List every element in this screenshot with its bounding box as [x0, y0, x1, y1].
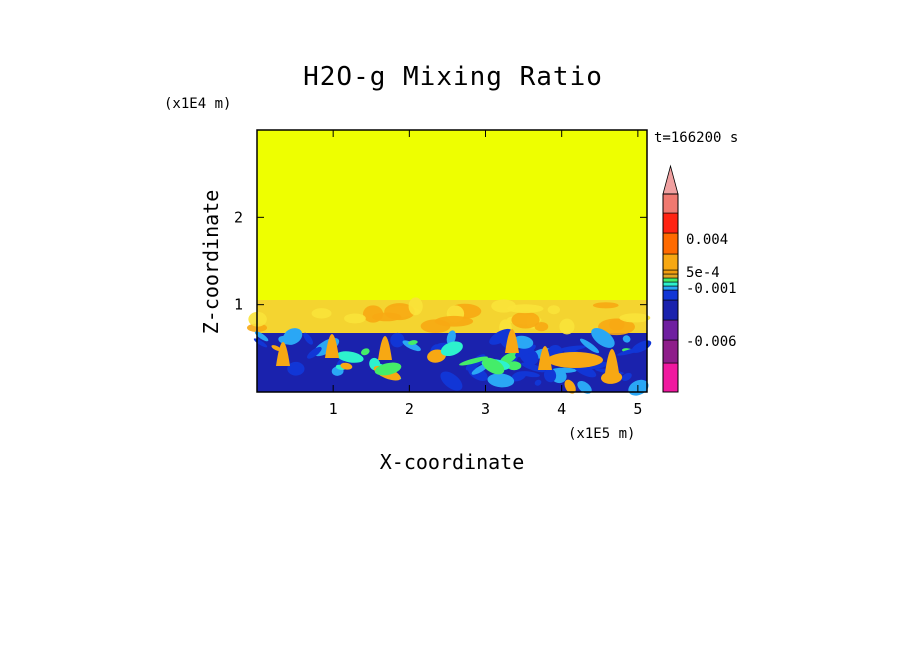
colorbar-band	[662, 273, 679, 279]
lower-blob	[271, 345, 282, 352]
lower-blob	[390, 332, 405, 348]
lower-blob	[340, 362, 353, 370]
plume	[325, 334, 339, 358]
colorbar-label-0: 0.004	[686, 232, 728, 248]
lower-blob	[534, 379, 542, 386]
colorbar-band	[662, 289, 679, 301]
lower-blob	[440, 341, 463, 357]
lower-blob	[402, 340, 421, 352]
lower-blob	[551, 367, 577, 373]
lower-blob	[336, 351, 364, 363]
colorbar-extend-arrow	[662, 164, 679, 195]
y-tick-label: 2	[234, 208, 243, 226]
lower-blob	[617, 346, 646, 356]
lower-blob	[361, 348, 370, 356]
transition-blob	[434, 315, 474, 327]
plume	[605, 349, 619, 373]
lower-blob	[374, 362, 402, 376]
lower-blob	[577, 380, 592, 394]
transition-blob	[619, 313, 651, 323]
lower-blob	[459, 356, 488, 366]
transition-blob	[559, 318, 575, 335]
y-multiplier: (x1E4 m)	[164, 96, 231, 112]
lower-blob	[579, 338, 600, 354]
x-tick-label: 2	[405, 400, 414, 418]
plume	[538, 346, 552, 370]
colorbar-band	[662, 285, 679, 291]
transition-blob	[408, 297, 423, 316]
colorbar-band	[662, 362, 679, 393]
colorbar-labels: 0.004 5e-4 -0.001 -0.006	[686, 232, 737, 350]
colorbar-band	[662, 319, 679, 341]
colorbar-frame	[662, 193, 679, 393]
plot-area	[246, 129, 652, 396]
lower-blob	[440, 371, 463, 391]
lower-blob	[278, 335, 293, 345]
time-label: t=166200 s	[654, 130, 738, 146]
colorbar-band	[662, 299, 679, 321]
transition-blob	[534, 321, 549, 332]
transition-blob	[598, 318, 635, 336]
lower-blob	[621, 372, 632, 382]
colorbar-band	[662, 269, 679, 275]
x-axis-label: X-coordinate	[380, 450, 525, 474]
y-axis-label: Z-coordinate	[199, 190, 223, 335]
colorbar-band	[662, 193, 679, 214]
colorbar-label-1: 5e-4	[686, 265, 720, 281]
lower-blob	[489, 328, 513, 345]
transition-blob	[506, 304, 544, 314]
lower-blob	[515, 344, 536, 358]
lower-blob	[408, 340, 418, 345]
lower-blob	[482, 357, 505, 375]
colorbar-band	[662, 232, 679, 255]
plume	[378, 336, 392, 360]
y-tick-label: 1	[234, 296, 243, 314]
colorbar	[662, 164, 679, 393]
lower-blob	[506, 361, 522, 371]
lower-blob	[519, 371, 540, 378]
x-tick-label: 5	[633, 400, 642, 418]
lower-blob	[564, 379, 576, 394]
plume	[276, 342, 290, 366]
transition-blob	[592, 302, 619, 309]
colorbar-band	[662, 277, 679, 283]
plot-frame	[256, 129, 648, 393]
transition-blob	[344, 313, 366, 324]
lower-blob	[543, 368, 557, 383]
colorbar-band	[662, 339, 679, 364]
lower-blob	[558, 345, 586, 352]
lower-blob	[622, 335, 631, 343]
colorbar-label-3: -0.006	[686, 334, 737, 350]
chart-title: H2O-g Mixing Ratio	[303, 62, 603, 92]
transition-blob	[511, 311, 540, 329]
x-tick-label: 3	[481, 400, 490, 418]
lower-blob	[591, 328, 615, 348]
x-axis: 1 2 3 4 5	[329, 130, 642, 418]
x-tick-label: 1	[329, 400, 338, 418]
lower-blob	[307, 346, 322, 359]
lower-blob	[446, 330, 456, 346]
lower-blob	[254, 331, 269, 342]
lower-blob	[303, 332, 313, 345]
x-tick-label: 4	[557, 400, 566, 418]
lower-blob	[600, 371, 623, 384]
transition-texture	[246, 297, 651, 337]
colorbar-band	[662, 253, 679, 271]
y-axis: 12	[234, 208, 647, 314]
colorbar-label-2: -0.001	[686, 281, 737, 297]
x-multiplier: (x1E5 m)	[568, 426, 635, 442]
transition-blob	[372, 312, 402, 322]
colorbar-band	[662, 212, 679, 234]
colorbar-band	[662, 281, 679, 287]
lower-blob	[547, 352, 603, 368]
lower-blob	[287, 363, 303, 375]
upper-region	[257, 130, 647, 300]
plume	[505, 329, 519, 353]
lower-blob	[487, 373, 515, 388]
transition-blob	[311, 308, 332, 319]
transition-blob	[547, 305, 560, 315]
